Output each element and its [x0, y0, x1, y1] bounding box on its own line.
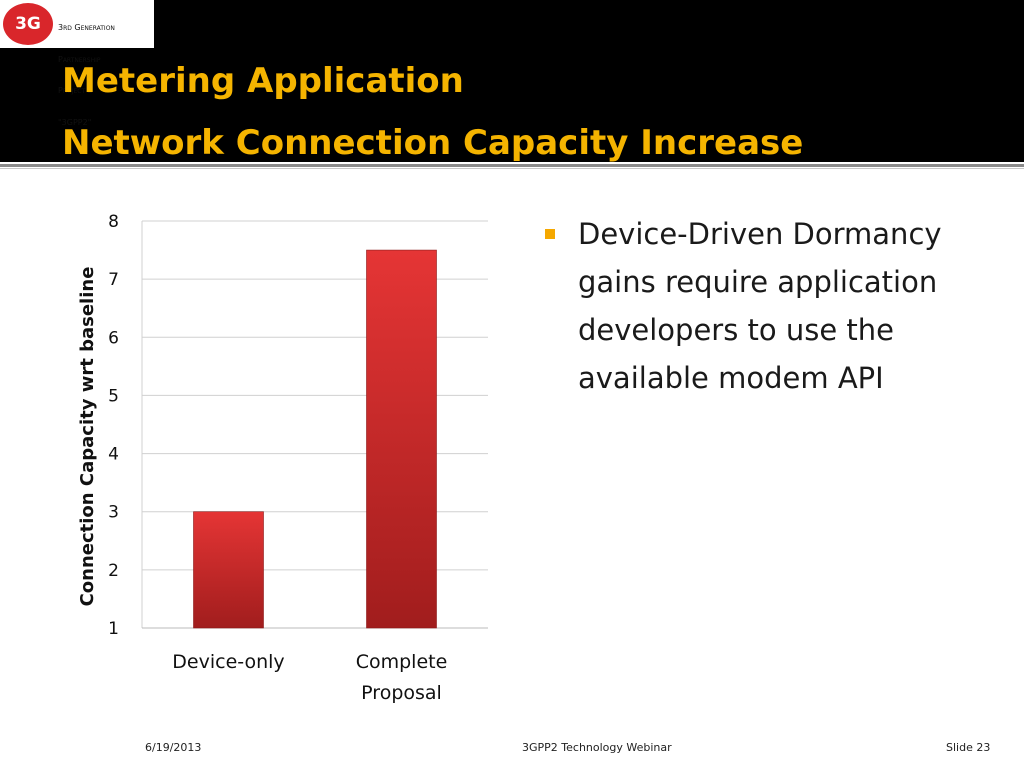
- bullet-list: Device-Driven Dormancy gains require app…: [540, 210, 960, 402]
- bar: [193, 511, 264, 629]
- y-tick-label: 1: [108, 619, 119, 639]
- logo-badge: 3G: [3, 3, 53, 45]
- y-tick-label: 6: [108, 328, 119, 348]
- 3gpp2-logo: 3G 3rd Generation Partnership Project 2 …: [0, 0, 154, 127]
- x-category-label: Proposal: [361, 682, 442, 704]
- slide-header: [0, 0, 1024, 162]
- header-divider-thin: [0, 168, 1024, 169]
- footer-title: 3GPP2 Technology Webinar: [522, 741, 672, 754]
- slide-title-line1: Metering Application: [62, 61, 464, 101]
- logo-line: Project 2: [58, 86, 93, 95]
- slide-title: Metering Application Network Connection …: [62, 50, 803, 174]
- logo-text: 3rd Generation Partnership Project 2 "3G…: [58, 2, 152, 149]
- y-tick-label: 5: [108, 386, 119, 406]
- logo-line: 3rd Generation: [58, 23, 115, 32]
- header-divider: [0, 164, 1024, 167]
- y-tick-label: 8: [108, 212, 119, 232]
- x-category-label: Complete: [356, 651, 448, 673]
- footer-slide-number: Slide 23: [946, 741, 991, 754]
- bullet-marker: [545, 229, 555, 239]
- bullet-text: Device-Driven Dormancy gains require app…: [578, 217, 942, 395]
- slide-title-line2: Network Connection Capacity Increase: [62, 123, 804, 163]
- y-tick-label: 2: [108, 561, 119, 581]
- y-tick-label: 7: [108, 270, 119, 290]
- footer-date: 6/19/2013: [145, 741, 202, 754]
- bullet-item: Device-Driven Dormancy gains require app…: [540, 210, 960, 402]
- y-tick-label: 4: [108, 445, 119, 465]
- logo-line: "3GPP2": [58, 117, 92, 127]
- bar: [366, 249, 437, 629]
- y-tick-label: 3: [108, 503, 119, 523]
- x-category-label: Device-only: [172, 651, 284, 673]
- bar-chart: 1 2 3 4 5 6 7 8 Device-only Complete Proposal Conne…: [60, 200, 500, 720]
- bar-chart-svg: 1 2 3 4 5 6 7 8 Device-only Complete Proposal Conne…: [77, 212, 488, 704]
- logo-line: Partnership: [58, 54, 101, 64]
- y-axis-title: Connection Capacity wrt baseline: [77, 267, 98, 607]
